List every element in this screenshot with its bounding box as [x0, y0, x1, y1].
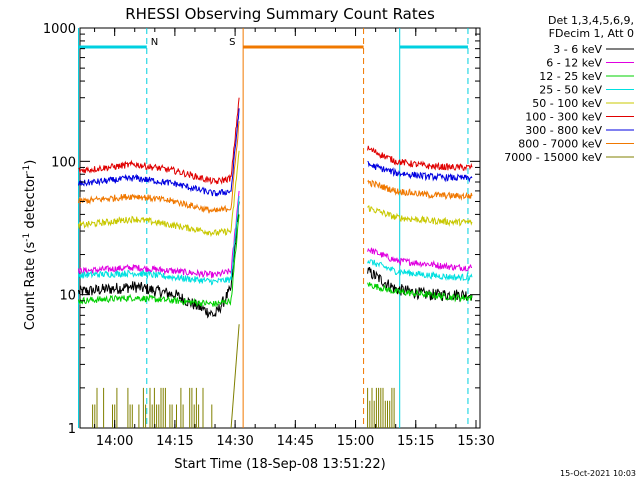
x-tick-label: 14:15: [156, 434, 193, 449]
x-tick-label: 14:45: [277, 434, 314, 449]
legend-label: 3 - 6 keV: [553, 43, 602, 56]
x-tick-label: 14:00: [96, 434, 133, 449]
series-post-line: [367, 266, 473, 303]
y-tick-label: 1000: [43, 22, 76, 37]
legend: Det 1,3,4,5,6,9,FDecim 1, Att 0 3 - 6 keV…: [504, 14, 634, 164]
series-pre-line: [78, 108, 240, 197]
series-post-line: [367, 247, 472, 272]
flag-label: N: [151, 37, 158, 48]
legend-header-line: FDecim 1, Att 0: [549, 27, 634, 40]
series-group: [78, 190, 472, 279]
x-axis-label: Start Time (18-Sep-08 13:51:22): [174, 457, 385, 472]
legend-label: 12 - 25 keV: [539, 70, 602, 83]
legend-label: 6 - 12 keV: [546, 57, 602, 70]
y-axis-label-end: ): [23, 160, 38, 165]
series-post-line: [367, 179, 473, 201]
y-tick-label: 10: [59, 289, 76, 304]
x-tick-label: 15:00: [337, 434, 374, 449]
series-pre-line: [78, 121, 240, 214]
legend-label: 100 - 300 keV: [525, 111, 602, 124]
series-post-line: [367, 145, 473, 171]
legend-label: 300 - 800 keV: [525, 124, 602, 137]
series-group: [78, 195, 473, 286]
series-post-line: [367, 160, 473, 183]
series-group: [78, 121, 473, 214]
series-post-line: [367, 282, 473, 303]
series-group: [78, 97, 473, 185]
footer-date: 15-Oct-2021 10:03: [560, 469, 636, 478]
series-pre-line: [78, 195, 240, 286]
legend-label: 7000 - 15000 keV: [504, 151, 602, 164]
flag-label: S: [229, 37, 235, 48]
series-post-line: [367, 205, 473, 227]
x-tick-label: 15:30: [457, 434, 494, 449]
y-axis-label-sup2: -1: [22, 165, 32, 174]
x-tick-label: 14:30: [216, 434, 253, 449]
series-post-line: [367, 259, 473, 282]
series-group: [78, 214, 473, 308]
series-rise-line: [230, 324, 240, 429]
series-group: [78, 150, 473, 238]
series-pre-line: [78, 97, 240, 185]
series-post-line: [367, 387, 395, 428]
legend-label: 50 - 100 keV: [532, 97, 602, 110]
legend-header-line: Det 1,3,4,5,6,9,: [548, 14, 634, 27]
plot-frame: [79, 27, 481, 429]
y-axis-label: Count Rate (s-1 detector-1): [22, 160, 38, 331]
y-axis: 1 10 100 1000: [43, 22, 480, 437]
y-tick-label: 100: [51, 155, 76, 170]
y-axis-label-mid: detector: [23, 173, 38, 233]
x-tick-label: 15:15: [397, 434, 434, 449]
series-pre-line: [78, 214, 240, 308]
series-pre-line: [78, 150, 240, 238]
chart-title: RHESSI Observing Summary Count Rates: [125, 5, 435, 23]
y-tick-label: 1: [68, 422, 76, 437]
series-group: [78, 108, 473, 197]
series-group: [92, 324, 395, 429]
series-pre-line: [92, 387, 213, 428]
y-axis-label-sup1: -1: [22, 233, 32, 242]
series-pre-line: [78, 190, 240, 279]
x-axis: 14:00 14:15 14:30 14:45 15:00 15:15 15:30: [94, 28, 495, 449]
series-pre-line: [78, 201, 240, 319]
y-axis-label-main: Count Rate (s: [23, 242, 38, 331]
series-group: [78, 201, 473, 319]
legend-label: 800 - 7000 keV: [518, 138, 602, 151]
legend-label: 25 - 50 keV: [539, 84, 602, 97]
